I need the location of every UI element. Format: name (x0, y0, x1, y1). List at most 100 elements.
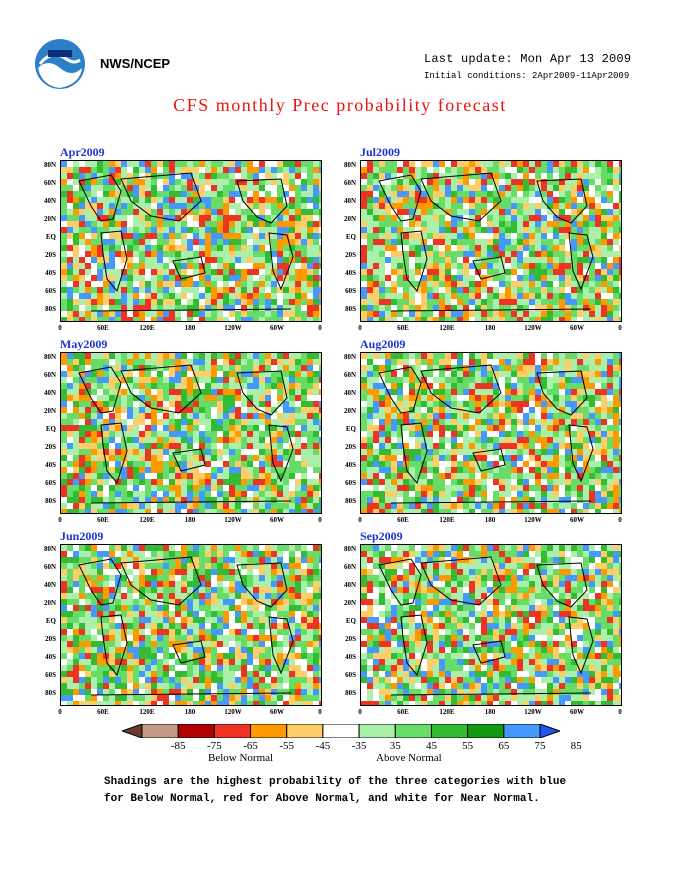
lon-label: 0 (318, 516, 322, 524)
lat-label: 60S (45, 671, 56, 679)
lat-label: 60N (43, 563, 56, 571)
lat-label: 20N (43, 215, 56, 223)
legend-swatch (213, 724, 252, 738)
lon-label: 120W (524, 516, 542, 524)
lat-label: 40S (345, 653, 356, 661)
note-line: Shadings are the highest probability of … (104, 776, 567, 788)
lat-label: 80S (45, 305, 56, 313)
lat-label: 40N (343, 197, 356, 205)
initial-conditions: Initial conditions: 2Apr2009-11Apr2009 (424, 71, 630, 81)
panel-title: Aug2009 (360, 337, 406, 351)
lat-label: 40S (345, 269, 356, 277)
lat-label: EQ (345, 425, 356, 433)
legend-swatch (394, 724, 432, 738)
lat-label: 80N (43, 545, 56, 553)
lat-label: 80S (345, 497, 356, 505)
lon-label: 60E (397, 324, 409, 332)
legend-swatch (539, 724, 560, 738)
panel-title: Apr2009 (60, 145, 105, 159)
lon-label: 180 (484, 708, 496, 716)
legend-swatch (177, 724, 215, 738)
legend-swatch (250, 724, 288, 738)
lat-label: 80N (343, 545, 356, 553)
lat-label: 60N (43, 179, 56, 187)
lat-label: 80S (345, 305, 356, 313)
legend-tick-label: 55 (462, 740, 474, 752)
probability-map (60, 352, 322, 514)
lon-label: 0 (618, 324, 622, 332)
forecast-panel: May2009 80N 60N 40N 20N EQ 20S 40S 60S 80S 0 60E 120… (44, 337, 360, 537)
lat-label: EQ (45, 617, 56, 625)
lon-label: 60W (270, 516, 284, 524)
lon-label: 60E (397, 708, 409, 716)
probability-map (60, 544, 322, 706)
lon-label: 0 (58, 516, 62, 524)
lat-label: 20S (345, 443, 356, 451)
lat-label: 20S (45, 251, 56, 259)
lon-label: 0 (318, 324, 322, 332)
lat-label: 20N (343, 599, 356, 607)
lat-label: 20N (343, 215, 356, 223)
lon-label: 0 (58, 324, 62, 332)
lat-label: EQ (45, 233, 56, 241)
legend-swatch (503, 724, 541, 738)
lat-label: 80N (343, 161, 356, 169)
lon-label: 120E (139, 708, 155, 716)
lon-label: 0 (358, 708, 362, 716)
lat-label: 80S (45, 689, 56, 697)
lon-label: 60W (570, 324, 584, 332)
lon-label: 60E (97, 708, 109, 716)
lon-label: 120W (224, 708, 242, 716)
legend-tick-label: -55 (279, 740, 295, 752)
lat-label: 20N (43, 599, 56, 607)
legend-above-label: Above Normal (376, 752, 442, 764)
lat-label: 20S (45, 443, 56, 451)
lon-label: 60E (97, 516, 109, 524)
legend-swatch (286, 724, 324, 738)
legend-tick-label: -85 (170, 740, 186, 752)
legend-tick-label: -75 (207, 740, 222, 752)
lon-label: 60E (397, 516, 409, 524)
lon-label: 180 (184, 324, 196, 332)
legend-tick-label: -65 (243, 740, 258, 752)
lon-label: 120W (224, 324, 242, 332)
legend-swatch (141, 724, 179, 738)
lat-label: 40N (43, 389, 56, 397)
panel-title: Jul2009 (360, 145, 401, 159)
last-update: Last update: Mon Apr 13 2009 (424, 52, 632, 66)
lat-label: EQ (345, 617, 356, 625)
lat-label: 40N (43, 581, 56, 589)
lat-label: 40S (45, 461, 56, 469)
lat-label: 60S (45, 479, 56, 487)
lon-label: 0 (318, 708, 322, 716)
lat-label: 80S (345, 689, 356, 697)
legend-below-label: Below Normal (208, 752, 274, 764)
lat-label: 80N (43, 353, 56, 361)
note-line: for Below Normal, red for Above Normal, … (104, 793, 540, 805)
panel-title: May2009 (60, 337, 108, 351)
panel-title: Jun2009 (60, 529, 104, 543)
lat-label: 40N (343, 581, 356, 589)
lat-label: 40N (343, 389, 356, 397)
lon-label: 0 (358, 324, 362, 332)
lon-label: 120W (524, 708, 542, 716)
legend-tick-label: 35 (389, 740, 401, 752)
lat-label: 40S (345, 461, 356, 469)
lat-label: 80N (43, 161, 56, 169)
lon-label: 0 (58, 708, 62, 716)
forecast-panel: Jun2009 80N 60N 40N 20N EQ 20S 40S 60S 80S 0 60E 120… (44, 529, 360, 729)
lon-label: 60W (270, 708, 284, 716)
lat-label: 40S (45, 653, 56, 661)
agency-name: NWS/NCEP (100, 56, 171, 71)
legend-tick-label: -35 (351, 740, 367, 752)
lon-label: 120E (439, 324, 455, 332)
lon-label: 120W (224, 516, 242, 524)
lat-label: 60N (343, 179, 356, 187)
lat-label: EQ (345, 233, 356, 241)
legend-tick-label: 65 (498, 740, 510, 752)
probability-map (360, 160, 622, 322)
legend-swatch (358, 724, 396, 738)
lon-label: 0 (618, 708, 622, 716)
lat-label: 60S (45, 287, 56, 295)
lat-label: 20S (345, 635, 356, 643)
